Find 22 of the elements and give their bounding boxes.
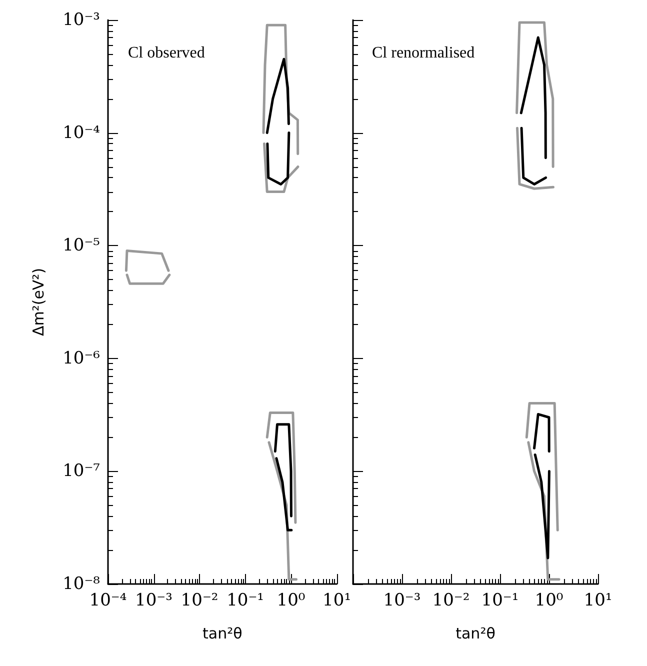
x-tick-label: 10¹ <box>322 590 352 610</box>
annotation: Cl observed <box>128 44 205 62</box>
x-tick-label: 10⁻² <box>432 590 470 610</box>
x-tick-label: 10⁰ <box>276 590 306 610</box>
line-series <box>266 411 297 524</box>
line-series <box>274 423 292 518</box>
annotation: Cl renormalised <box>372 44 475 62</box>
x-tick-label: 10⁻³ <box>383 590 421 610</box>
y-tick-label: 10⁻⁷ <box>62 461 100 482</box>
x-axis-title: tan²θ <box>202 624 242 642</box>
y-tick-label: 10⁻³ <box>62 10 100 30</box>
x-tick-label: 10⁻² <box>180 590 218 610</box>
y-tick-label: 10⁻⁴ <box>62 122 100 143</box>
y-tick-label: 10⁻⁶ <box>62 348 100 368</box>
x-tick-label: 10⁰ <box>534 590 564 610</box>
x-tick-label: 10⁻¹ <box>226 590 264 610</box>
x-tick-label: 10⁻¹ <box>481 590 519 610</box>
x-axis-title: tan²θ <box>456 624 496 642</box>
x-tick-label: 10⁻³ <box>135 590 172 610</box>
y-tick-label: 10⁻⁵ <box>62 236 100 256</box>
y-axis-title: Δm²(eV²) <box>30 268 48 336</box>
x-tick-label: 10¹ <box>584 590 612 610</box>
